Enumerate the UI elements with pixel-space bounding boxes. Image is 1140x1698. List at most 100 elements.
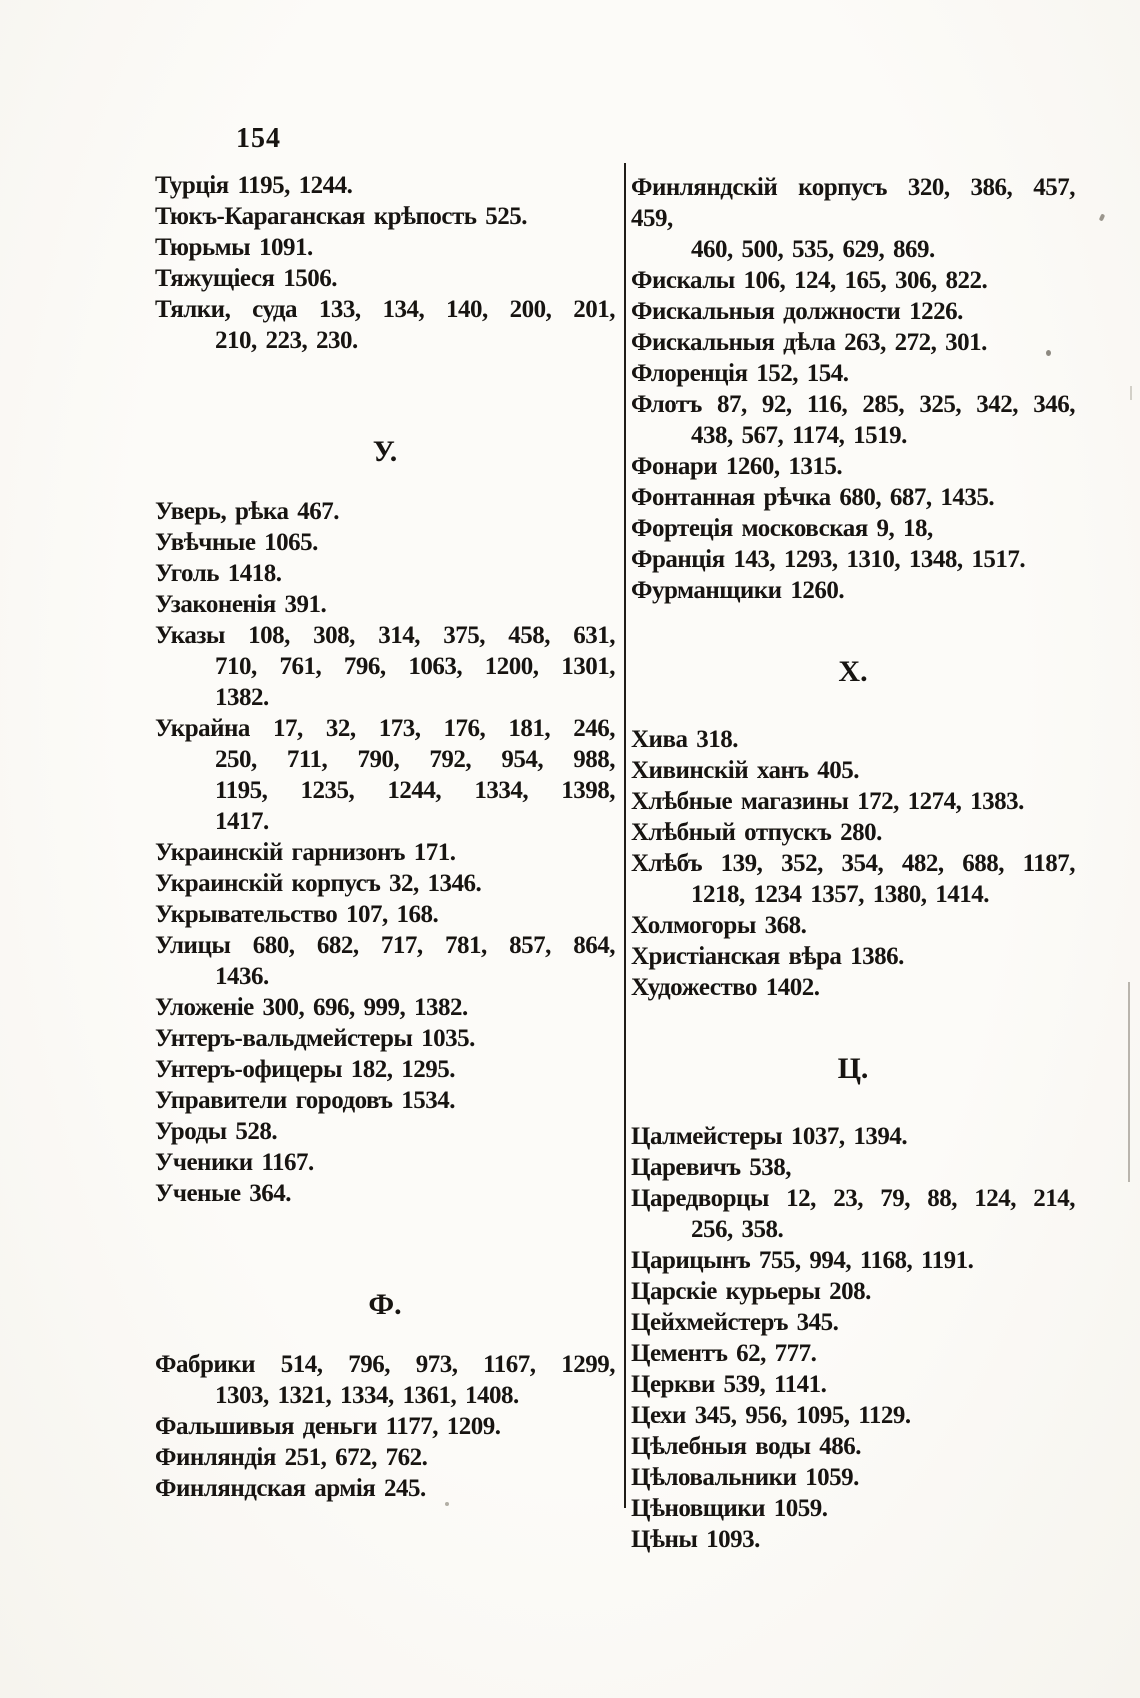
scan-artifact [1046, 350, 1051, 356]
index-entry: Уложеніе 300, 696, 999, 1382. [155, 992, 615, 1023]
index-entry-line: Улицы 680, 682, 717, 781, 857, 864, [155, 932, 616, 959]
index-entry-line: Ученые 364. [155, 1180, 292, 1207]
index-entry-line: Цементъ 62, 777. [631, 1340, 817, 1367]
index-entry-line: 1382. [215, 684, 269, 711]
index-entry-line: Украинскій гарнизонъ 171. [155, 839, 456, 866]
scan-artifact [1130, 386, 1132, 400]
index-entry-line: Царскіе курьеры 208. [631, 1278, 871, 1305]
index-entry: Царскіе курьеры 208. [631, 1276, 1075, 1307]
index-entry: Царевичъ 538, [631, 1152, 1075, 1183]
index-entry-line: Фискальныя дѣла 263, 272, 301. [631, 329, 987, 356]
index-entry: Украинскій корпусъ 32, 1346. [155, 868, 615, 899]
index-entry-line: Хлѣбные магазины 172, 1274, 1383. [631, 788, 1024, 815]
index-entry-line: Хлѣбный отпускъ 280. [631, 819, 882, 846]
index-entry: Церкви 539, 1141. [631, 1369, 1075, 1400]
index-entry: Турція 1195, 1244. [155, 170, 615, 201]
index-entry: Тялки, суда 133, 134, 140, 200, 201, 210,… [155, 294, 616, 356]
index-entry-line: Украинскій корпусъ 32, 1346. [155, 870, 482, 897]
index-entry-line: Цѣловальники 1059. [631, 1464, 859, 1491]
index-entry-line: 1417. [215, 808, 269, 835]
scan-artifact [1098, 213, 1106, 222]
section-heading: Ф. [368, 1288, 402, 1321]
index-entry: Цементъ 62, 777. [631, 1338, 1075, 1369]
index-entry-line: Уверь, рѣка 467. [155, 498, 339, 525]
index-entry: Художество 1402. [631, 972, 1075, 1003]
index-entry-line: Фабрики 514, 796, 973, 1167, 1299, [155, 1351, 616, 1378]
index-entry: Уроды 528. [155, 1116, 615, 1147]
index-entry: Укрывательство 107, 168. [155, 899, 615, 930]
index-entry: Тяжущіеся 1506. [155, 263, 615, 294]
index-entry: Фискалы 106, 124, 165, 306, 822. [631, 265, 1075, 296]
index-entry-line: 438, 567, 1174, 1519. [691, 422, 907, 449]
index-entry: Фискальныя дѣла 263, 272, 301. [631, 327, 1075, 358]
index-entry-line: Царедворцы 12, 23, 79, 88, 124, 214, [631, 1185, 1076, 1212]
index-entry-line: Финляндская армія 245. [155, 1475, 426, 1502]
index-entry-line: Церкви 539, 1141. [631, 1371, 827, 1398]
index-entry: Флотъ 87, 92, 116, 285, 325, 342, 346, 43… [631, 389, 1076, 451]
index-entry-line: 210, 223, 230. [215, 327, 358, 354]
index-entry-line: Украйна 17, 32, 173, 176, 181, 246, [155, 715, 616, 742]
index-entry: Тюрьмы 1091. [155, 232, 615, 263]
index-entry-line: Уложеніе 300, 696, 999, 1382. [155, 994, 468, 1021]
index-entry: Фонтанная рѣчка 680, 687, 1435. [631, 482, 1075, 513]
index-entry: Унтеръ-офицеры 182, 1295. [155, 1054, 615, 1085]
index-entry-line: Тюкъ-Караганская крѣпость 525. [155, 203, 528, 230]
index-entry-line: Царицынъ 755, 994, 1168, 1191. [631, 1247, 974, 1274]
index-entry: Хлѣбъ 139, 352, 354, 482, 688, 1187, 1218… [631, 848, 1076, 910]
index-entry: Увѣчные 1065. [155, 527, 615, 558]
index-entry-line: Фискалы 106, 124, 165, 306, 822. [631, 267, 988, 294]
index-entry-line: Узаконенія 391. [155, 591, 327, 618]
index-entry: Узаконенія 391. [155, 589, 615, 620]
index-entry: Уголь 1418. [155, 558, 615, 589]
index-entry-line: Фальшивыя деньги 1177, 1209. [155, 1413, 501, 1440]
index-entry: Цѣлебныя воды 486. [631, 1431, 1075, 1462]
index-entry-line: 1218, 1234 1357, 1380, 1414. [691, 881, 990, 908]
index-entry-line: Художество 1402. [631, 974, 820, 1001]
scan-artifact [1128, 982, 1130, 1182]
section-heading: Х. [838, 655, 868, 688]
index-entry-line: Уголь 1418. [155, 560, 282, 587]
section-heading: Ц. [837, 1052, 869, 1085]
index-entry: Ученые 364. [155, 1178, 615, 1209]
index-entry-line: Цехи 345, 956, 1095, 1129. [631, 1402, 911, 1429]
scan-artifact [445, 1502, 449, 1506]
index-entry: Цѣновщики 1059. [631, 1493, 1075, 1524]
page-number: 154 [236, 123, 281, 154]
index-entry: Финляндія 251, 672, 762. [155, 1442, 615, 1473]
index-entry-line: Флоренція 152, 154. [631, 360, 849, 387]
index-entry-line: 460, 500, 535, 629, 869. [691, 236, 935, 263]
index-entry-line: 1436. [215, 963, 269, 990]
index-entry-line: Финляндія 251, 672, 762. [155, 1444, 428, 1471]
index-entry: Франція 143, 1293, 1310, 1348, 1517. [631, 544, 1075, 575]
column-divider-rule [624, 163, 626, 1508]
index-entry: Ученики 1167. [155, 1147, 615, 1178]
index-entry-line: Цѣновщики 1059. [631, 1495, 828, 1522]
index-entry-line: 1303, 1321, 1334, 1361, 1408. [215, 1382, 519, 1409]
index-entry-line: Унтеръ-вальдмейстеры 1035. [155, 1025, 475, 1052]
index-entry: Финляндская армія 245. [155, 1473, 615, 1504]
index-entry: Указы 108, 308, 314, 375, 458, 631, 710, … [155, 620, 616, 713]
index-entry-line: 1195, 1235, 1244, 1334, 1398, [215, 777, 616, 804]
index-entry-line: Хлѣбъ 139, 352, 354, 482, 688, 1187, [631, 850, 1076, 877]
index-entry-line: Тялки, суда 133, 134, 140, 200, 201, [155, 296, 616, 323]
index-entry: Царицынъ 755, 994, 1168, 1191. [631, 1245, 1075, 1276]
index-entry-line: Унтеръ-офицеры 182, 1295. [155, 1056, 456, 1083]
index-entry-line: Увѣчные 1065. [155, 529, 318, 556]
index-entry: Христіанская вѣра 1386. [631, 941, 1075, 972]
index-entry-line: 250, 711, 790, 792, 954, 988, [215, 746, 616, 773]
index-entry-line: Укрывательство 107, 168. [155, 901, 439, 928]
index-entry-line: Холмогоры 368. [631, 912, 807, 939]
index-entry-line: Флотъ 87, 92, 116, 285, 325, 342, 346, [631, 391, 1076, 418]
index-entry-line: Хива 318. [631, 726, 738, 753]
index-entry-line: Тюрьмы 1091. [155, 234, 313, 261]
index-entry-line: Фурманщики 1260. [631, 577, 845, 604]
index-entry-line: Цейхмейстеръ 345. [631, 1309, 839, 1336]
index-entry-line: Фортеція московская 9, 18, [631, 515, 933, 542]
index-entry: Хлѣбный отпускъ 280. [631, 817, 1075, 848]
index-entry-line: Управители городовъ 1534. [155, 1087, 455, 1114]
section-heading: У. [372, 435, 398, 468]
index-entry-line: Фонари 1260, 1315. [631, 453, 843, 480]
index-entry-line: Тяжущіеся 1506. [155, 265, 337, 292]
index-entry: Тюкъ-Караганская крѣпость 525. [155, 201, 615, 232]
index-entry-line: Указы 108, 308, 314, 375, 458, 631, [155, 622, 616, 649]
